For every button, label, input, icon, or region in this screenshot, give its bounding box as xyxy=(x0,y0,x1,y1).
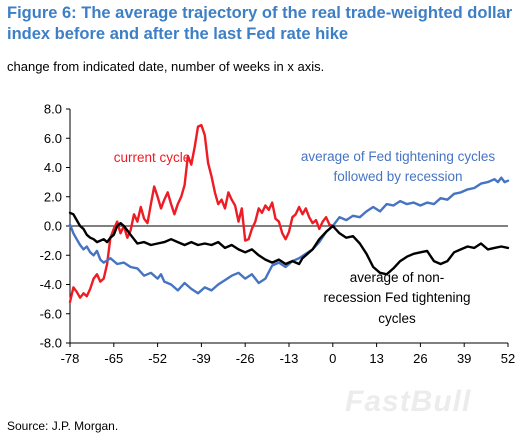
x-tick-label: 0 xyxy=(329,351,336,366)
recession-label-line2: followed by recession xyxy=(333,169,462,184)
non-recession-label-line2: recession Fed tightening xyxy=(323,290,470,305)
watermark-logo: FastBull xyxy=(345,385,472,418)
y-tick-label: -2.0 xyxy=(40,248,62,263)
y-tick-label: 8.0 xyxy=(44,102,62,117)
x-tick-label: -52 xyxy=(148,351,167,366)
y-tick-label: -6.0 xyxy=(40,306,62,321)
x-tick-label: 26 xyxy=(413,351,427,366)
chart-series xyxy=(68,123,510,304)
x-tick-label: 52 xyxy=(501,351,515,366)
y-tick-label: -4.0 xyxy=(40,277,62,292)
chart-title: Figure 6: The average trajectory of the … xyxy=(7,4,513,43)
recession-cycles-line xyxy=(68,176,510,295)
current-cycle-line xyxy=(68,123,334,304)
x-tick-label: 39 xyxy=(457,351,471,366)
non-recession-cycles-line xyxy=(68,211,510,276)
x-tick-label: 13 xyxy=(369,351,383,366)
x-tick-label: -65 xyxy=(104,351,123,366)
y-tick-label: -8.0 xyxy=(40,336,62,351)
y-tick-label: 4.0 xyxy=(44,160,62,175)
y-tick-label: 6.0 xyxy=(44,131,62,146)
recession-label-line1: average of Fed tightening cycles xyxy=(301,149,496,164)
current-cycle-label: current cycle xyxy=(114,150,191,165)
x-tick-label: -26 xyxy=(236,351,255,366)
chart-source: Source: J.P. Morgan. xyxy=(7,419,119,433)
chart-annotations: current cycle average of Fed tightening c… xyxy=(114,149,496,326)
chart-subtitle: change from indicated date, number of we… xyxy=(7,59,325,74)
x-tick-label: -13 xyxy=(280,351,299,366)
non-recession-label-line1: average of non- xyxy=(350,270,445,285)
chart-axes: 8.0 6.0 4.0 2.0 0.0 -2.0 -4.0 -6.0 -8.0-78 -65 -52… xyxy=(40,102,516,367)
x-tick-label: -78 xyxy=(61,351,80,366)
x-tick-label: -39 xyxy=(192,351,211,366)
y-tick-label: 0.0 xyxy=(44,219,62,234)
y-tick-label: 2.0 xyxy=(44,189,62,204)
non-recession-label-line3: cycles xyxy=(378,311,416,326)
